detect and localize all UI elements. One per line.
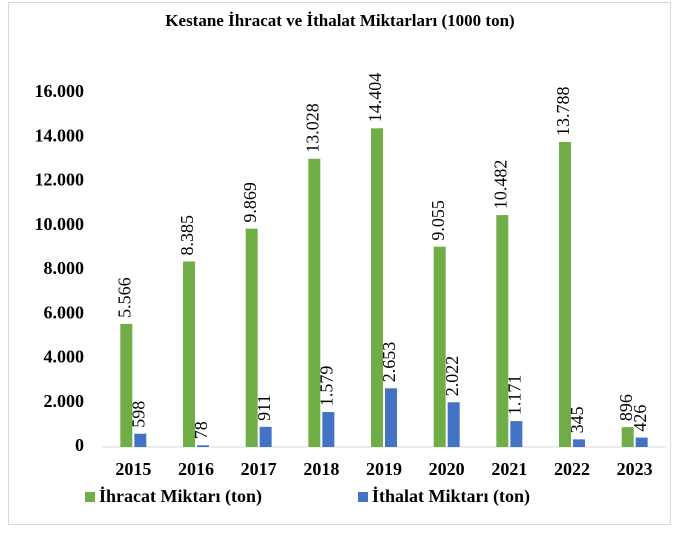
y-tick-label: 14.000 — [35, 125, 85, 145]
bar — [245, 228, 258, 447]
value-label: 13.028 — [302, 103, 322, 153]
bar — [496, 215, 509, 447]
x-tick-label: 2020 — [429, 459, 465, 479]
value-label: 78 — [191, 421, 211, 439]
bar — [259, 426, 272, 447]
y-tick-label: 10.000 — [35, 214, 85, 234]
bar — [322, 412, 335, 447]
x-tick-label: 2018 — [303, 459, 339, 479]
bar — [573, 439, 585, 447]
y-tick-label: 16.000 — [35, 81, 85, 101]
y-tick-label: 6.000 — [44, 302, 85, 322]
x-tick-label: 2022 — [554, 459, 590, 479]
value-label: 1.579 — [316, 366, 336, 407]
value-label: 426 — [630, 405, 650, 432]
bar — [447, 402, 460, 447]
bar — [197, 445, 209, 447]
x-tick-label: 2021 — [491, 459, 527, 479]
bar — [134, 433, 147, 447]
value-label: 8.385 — [177, 215, 197, 256]
bar — [433, 246, 446, 447]
legend-label: İthalat Miktarı (ton) — [372, 486, 530, 507]
x-tick-label: 2019 — [366, 459, 402, 479]
value-label: 896 — [616, 394, 636, 421]
bar — [559, 141, 571, 448]
legend-swatch — [85, 492, 95, 502]
x-tick-label: 2017 — [241, 459, 277, 479]
y-tick-label: 0 — [75, 435, 84, 455]
value-label: 2.022 — [442, 356, 462, 397]
y-tick-label: 2.000 — [44, 391, 85, 411]
value-label: 2.653 — [379, 342, 399, 383]
value-label: 9.869 — [240, 182, 260, 223]
legend-swatch — [358, 492, 368, 502]
bar — [183, 261, 195, 447]
bar — [635, 437, 648, 447]
y-tick-label: 12.000 — [35, 170, 85, 190]
bar — [621, 427, 634, 447]
x-tick-label: 2016 — [178, 459, 214, 479]
y-tick-label: 8.000 — [44, 258, 85, 278]
bar — [308, 158, 321, 447]
bar — [371, 128, 383, 447]
value-label: 9.055 — [428, 200, 448, 241]
chart-title: Kestane İhracat ve İthalat Miktarları (1… — [165, 11, 514, 30]
value-label: 13.788 — [553, 86, 573, 136]
value-label: 598 — [128, 401, 148, 428]
x-tick-label: 2015 — [115, 459, 151, 479]
bar — [385, 388, 397, 447]
value-label: 345 — [567, 406, 587, 433]
value-label: 1.171 — [504, 375, 524, 416]
x-tick-label: 2023 — [617, 459, 653, 479]
value-label: 5.566 — [114, 277, 134, 318]
value-label: 10.482 — [490, 160, 510, 210]
value-label: 911 — [254, 395, 274, 421]
chart-border — [8, 2, 671, 525]
bar — [120, 323, 133, 447]
y-tick-label: 4.000 — [44, 347, 85, 367]
value-label: 14.404 — [365, 73, 385, 123]
legend-label: İhracat Miktarı (ton) — [99, 486, 262, 507]
bar — [510, 421, 523, 447]
